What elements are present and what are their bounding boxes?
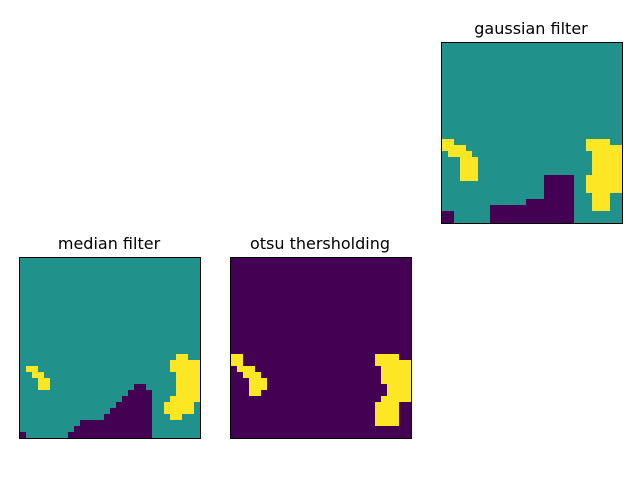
heatmap-region-class-0: [20, 432, 26, 438]
heatmap-region-class-2: [170, 414, 182, 420]
heatmap-region-class-2: [381, 360, 411, 384]
heatmap-region-class-2: [586, 175, 610, 193]
panel-median-filter: median filter: [19, 233, 201, 439]
heatmap-region-class-2: [32, 372, 44, 378]
heatmap-region-class-2: [249, 390, 261, 396]
heatmap-region-class-2: [237, 366, 255, 372]
heatmap-region-class-0: [544, 175, 574, 223]
heatmap-region-class-2: [164, 402, 194, 414]
chart-title: gaussian filter: [441, 20, 621, 38]
heatmap-median-filter: [19, 257, 201, 439]
chart-title: median filter: [19, 235, 199, 253]
heatmap-region-class-0: [134, 384, 146, 390]
chart-title: otsu thersholding: [230, 235, 410, 253]
heatmap-region-class-2: [375, 402, 399, 426]
heatmap-region-class-2: [387, 384, 411, 396]
heatmap-region-class-2: [176, 354, 188, 360]
panel-otsu-thresholding: otsu thersholding: [230, 233, 412, 439]
heatmap-region-class-0: [128, 390, 152, 396]
heatmap-region-class-0: [68, 432, 152, 438]
heatmap-region-class-2: [26, 366, 38, 372]
heatmap-region-class-2: [460, 157, 478, 181]
heatmap-region-class-2: [231, 354, 243, 366]
heatmap-region-class-2: [38, 384, 50, 390]
heatmap-otsu-thresholding: [230, 257, 412, 439]
heatmap-region-class-2: [592, 193, 610, 211]
heatmap-region-class-0: [110, 408, 152, 414]
heatmap-region-class-2: [176, 372, 200, 396]
heatmap-region-class-2: [249, 378, 267, 390]
heatmap-region-class-0: [80, 420, 152, 426]
heatmap-region-class-0: [442, 211, 454, 223]
heatmap-gaussian-filter: [441, 42, 623, 224]
heatmap-region-class-0: [490, 205, 544, 223]
heatmap-region-class-2: [170, 360, 200, 372]
heatmap-region-class-0: [122, 396, 152, 402]
heatmap-region-class-2: [170, 396, 200, 402]
heatmap-region-class-0: [74, 426, 152, 432]
heatmap-region-class-2: [38, 378, 50, 384]
heatmap-region-class-0: [104, 414, 152, 420]
panel-gaussian-filter: gaussian filter: [441, 18, 623, 224]
heatmap-region-class-2: [381, 396, 411, 402]
heatmap-region-class-2: [243, 372, 261, 378]
heatmap-region-class-0: [526, 199, 544, 205]
heatmap-region-class-0: [116, 402, 152, 408]
